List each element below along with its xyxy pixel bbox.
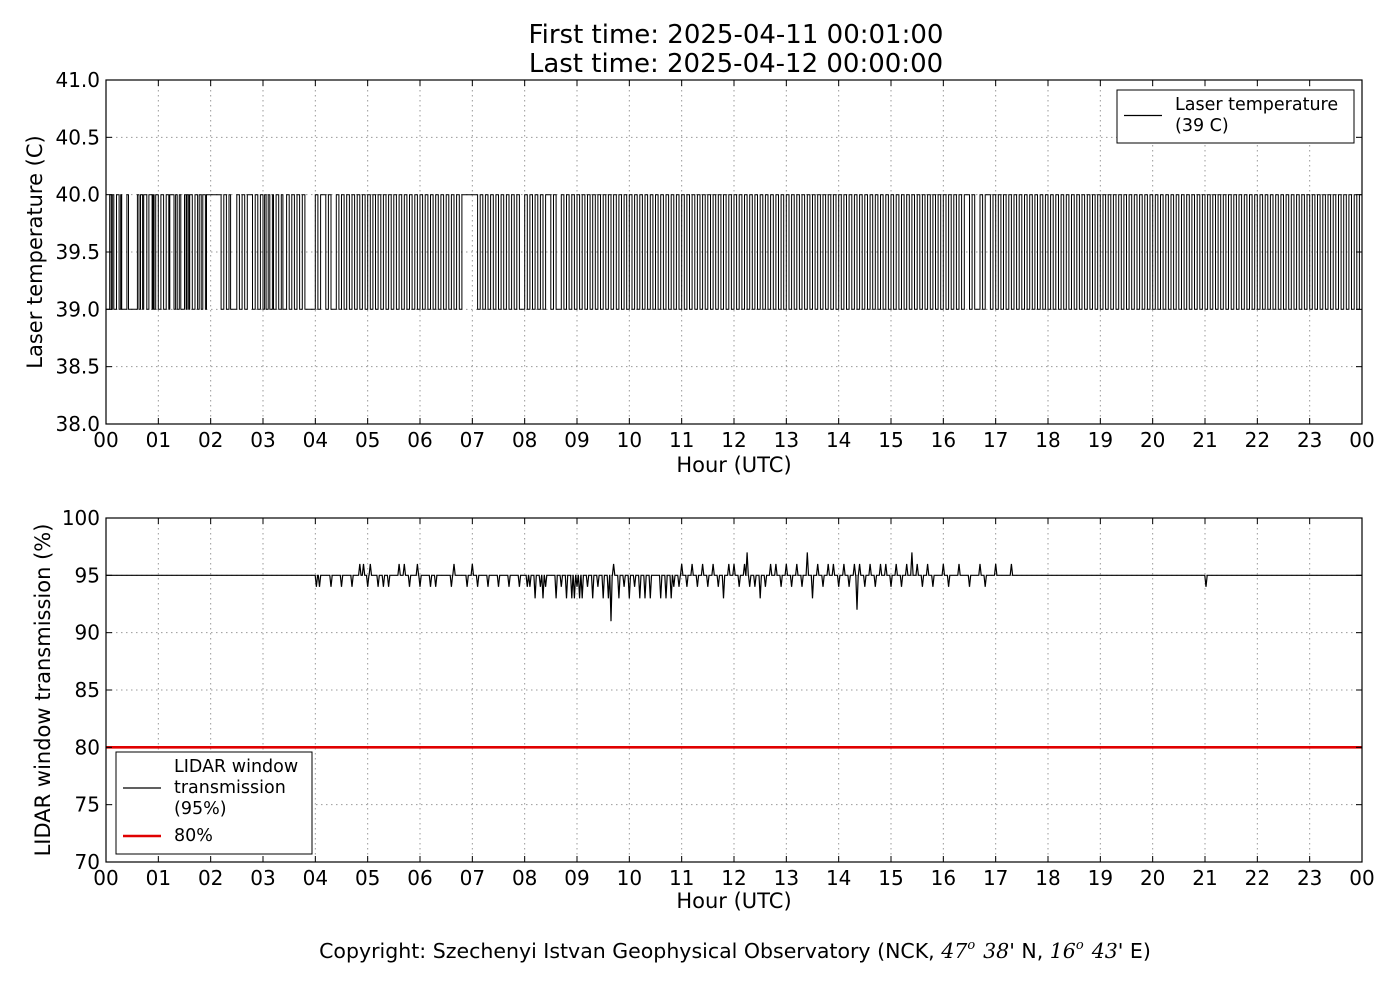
longitude-degree-mark: o (1076, 938, 1084, 953)
x-tick-label: 07 (460, 428, 485, 452)
x-tick-label: 04 (303, 866, 328, 890)
series-line-laser-temperature (106, 194, 1362, 310)
y-tick-label: 39.5 (55, 240, 100, 264)
y-tick-label: 41.0 (55, 68, 100, 92)
x-tick-label: 08 (512, 866, 537, 890)
x-tick-label: 18 (1035, 866, 1060, 890)
latitude-degree-mark: o (967, 938, 975, 953)
x-tick-label: 09 (564, 428, 589, 452)
legend-label: 80% (174, 826, 213, 846)
x-tick-label: 06 (407, 866, 432, 890)
lidar-transmission-panel: 00 01 02 03 04 05 06 07 08 09 10 11 12 13 14 15 16 17 18 19… (31, 506, 1375, 913)
x-tick-label: 02 (198, 428, 223, 452)
legend-label: LIDAR window (174, 757, 298, 777)
x-tick-label: 17 (983, 866, 1008, 890)
x-tick-label: 13 (774, 866, 799, 890)
x-tick-label: 00 (93, 866, 118, 890)
longitude-minutes: 43 (1091, 939, 1118, 963)
x-tick-label: 03 (250, 866, 275, 890)
latitude-suffix: ' N, (1009, 939, 1050, 963)
y-tick-label: 38.0 (55, 412, 100, 436)
y-tick-label: 40.0 (55, 183, 100, 207)
x-tick-label: 13 (774, 428, 799, 452)
y-axis-label: LIDAR window transmission (%) (31, 524, 55, 857)
x-tick-label: 06 (407, 428, 432, 452)
x-tick-label: 02 (198, 866, 223, 890)
x-tick-label: 16 (931, 428, 956, 452)
laser-temperature-panel: 00 01 02 03 04 05 06 07 08 09 10 11 12 13 14 15 16 17 18 19… (23, 68, 1375, 477)
x-tick-label: 00 (93, 428, 118, 452)
y-tick-label: 39.0 (55, 297, 100, 321)
legend-label: Laser temperature (1175, 95, 1338, 115)
x-tick-label: 23 (1297, 866, 1322, 890)
longitude-degrees: 16 (1050, 939, 1076, 963)
x-tick-label: 14 (826, 428, 851, 452)
x-axis-label: Hour (UTC) (676, 889, 791, 913)
x-tick-label: 19 (1088, 866, 1113, 890)
x-tick-label: 15 (878, 428, 903, 452)
chart-title-first-time: First time: 2025-04-11 00:01:00 (529, 20, 944, 50)
x-tick-label: 18 (1035, 428, 1060, 452)
x-tick-label: 10 (617, 866, 642, 890)
x-tick-label: 11 (669, 428, 694, 452)
x-tick-label: 16 (931, 866, 956, 890)
y-tick-label: 38.5 (55, 355, 100, 379)
y-tick-label: 80 (75, 735, 100, 759)
x-tick-label: 20 (1140, 866, 1165, 890)
x-tick-label: 21 (1192, 866, 1217, 890)
x-tick-label: 19 (1088, 428, 1113, 452)
copyright-footer: Copyright: Szechenyi Istvan Geophysical … (319, 938, 1151, 963)
legend-label: transmission (174, 778, 286, 798)
longitude-suffix: ' E) (1118, 939, 1151, 963)
x-tick-label: 22 (1245, 866, 1270, 890)
x-tick-label: 07 (460, 866, 485, 890)
x-tick-label: 01 (146, 428, 171, 452)
copyright-prefix: Copyright: Szechenyi Istvan Geophysical … (319, 939, 941, 963)
x-tick-label: 20 (1140, 428, 1165, 452)
x-tick-label: 03 (250, 428, 275, 452)
y-tick-label: 90 (75, 621, 100, 645)
y-tick-label: 95 (75, 563, 100, 587)
x-tick-label: 12 (721, 428, 746, 452)
x-tick-label: 15 (878, 866, 903, 890)
x-tick-label: 09 (564, 866, 589, 890)
y-tick-label: 75 (75, 793, 100, 817)
x-tick-label: 12 (721, 866, 746, 890)
x-tick-label: 11 (669, 866, 694, 890)
legend-box (1116, 89, 1355, 144)
legend: Laser temperature(39 C) (1116, 89, 1355, 144)
x-tick-label: 23 (1297, 428, 1322, 452)
x-tick-label: 00 (1349, 428, 1374, 452)
series-line-lidar-transmission (106, 552, 1362, 622)
x-axis-label: Hour (UTC) (676, 453, 791, 477)
x-tick-label: 01 (146, 866, 171, 890)
x-tick-label: 10 (617, 428, 642, 452)
y-axis-label: Laser temperature (C) (23, 135, 47, 368)
x-tick-label: 17 (983, 428, 1008, 452)
x-tick-label: 05 (355, 428, 380, 452)
y-tick-label: 85 (75, 678, 100, 702)
latitude-minutes: 38 (983, 939, 1009, 963)
x-tick-label: 04 (303, 428, 328, 452)
x-tick-label: 05 (355, 866, 380, 890)
y-tick-label: 70 (75, 850, 100, 874)
x-tick-label: 14 (826, 866, 851, 890)
y-tick-label: 40.5 (55, 125, 100, 149)
x-tick-label: 21 (1192, 428, 1217, 452)
legend-label: (95%) (174, 799, 227, 819)
latitude-degrees: 47 (940, 939, 968, 963)
x-tick-label: 22 (1245, 428, 1270, 452)
legend-label: (39 C) (1175, 116, 1229, 136)
y-tick-label: 100 (62, 506, 100, 530)
x-tick-label: 08 (512, 428, 537, 452)
chart-title-last-time: Last time: 2025-04-12 00:00:00 (529, 49, 943, 79)
x-tick-label: 00 (1349, 866, 1374, 890)
